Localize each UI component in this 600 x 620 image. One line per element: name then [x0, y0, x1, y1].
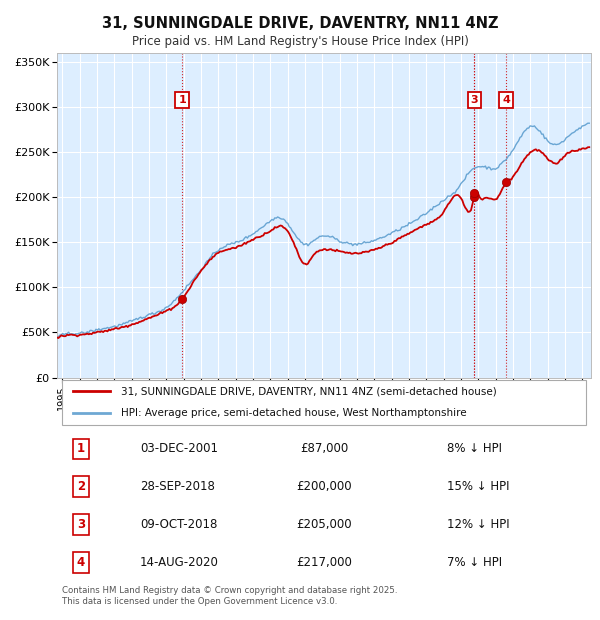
Text: 1: 1: [178, 95, 186, 105]
FancyBboxPatch shape: [62, 380, 586, 425]
Text: £205,000: £205,000: [296, 518, 352, 531]
Text: 31, SUNNINGDALE DRIVE, DAVENTRY, NN11 4NZ (semi-detached house): 31, SUNNINGDALE DRIVE, DAVENTRY, NN11 4N…: [121, 386, 497, 396]
Text: 4: 4: [502, 95, 511, 105]
Text: £217,000: £217,000: [296, 556, 352, 569]
Text: £87,000: £87,000: [300, 442, 348, 455]
Text: 4: 4: [77, 556, 85, 569]
Text: 31, SUNNINGDALE DRIVE, DAVENTRY, NN11 4NZ: 31, SUNNINGDALE DRIVE, DAVENTRY, NN11 4N…: [102, 16, 498, 30]
Text: HPI: Average price, semi-detached house, West Northamptonshire: HPI: Average price, semi-detached house,…: [121, 408, 467, 419]
Text: 15% ↓ HPI: 15% ↓ HPI: [447, 480, 509, 493]
Text: 09-OCT-2018: 09-OCT-2018: [140, 518, 217, 531]
Text: 14-AUG-2020: 14-AUG-2020: [140, 556, 218, 569]
Text: 1: 1: [77, 442, 85, 455]
Text: 3: 3: [77, 518, 85, 531]
Text: Contains HM Land Registry data © Crown copyright and database right 2025.
This d: Contains HM Land Registry data © Crown c…: [62, 587, 398, 606]
Text: £200,000: £200,000: [296, 480, 352, 493]
Text: 12% ↓ HPI: 12% ↓ HPI: [447, 518, 509, 531]
Text: 7% ↓ HPI: 7% ↓ HPI: [447, 556, 502, 569]
Text: 2: 2: [77, 480, 85, 493]
Text: 8% ↓ HPI: 8% ↓ HPI: [447, 442, 502, 455]
Text: 3: 3: [470, 95, 478, 105]
Text: 03-DEC-2001: 03-DEC-2001: [140, 442, 218, 455]
Text: 28-SEP-2018: 28-SEP-2018: [140, 480, 215, 493]
Text: Price paid vs. HM Land Registry's House Price Index (HPI): Price paid vs. HM Land Registry's House …: [131, 35, 469, 48]
